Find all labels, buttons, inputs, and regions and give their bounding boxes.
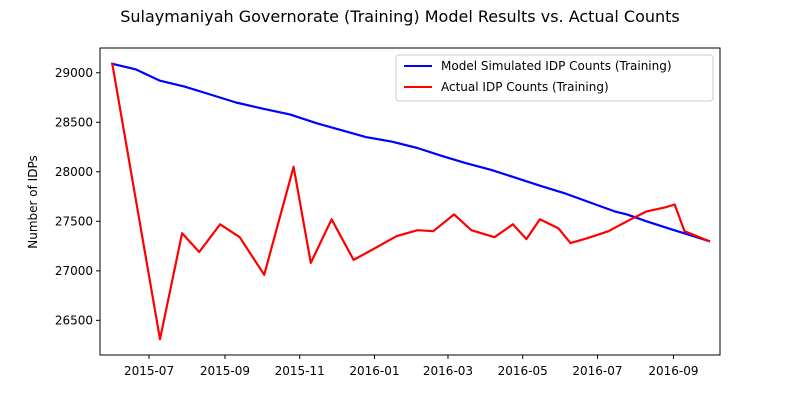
x-tick-label: 2015-09	[200, 364, 250, 378]
x-tick-label: 2015-11	[275, 364, 325, 378]
series-line-model	[110, 62, 711, 243]
x-tick-label: 2016-07	[572, 364, 622, 378]
x-tick-label: 2016-09	[648, 364, 698, 378]
y-tick-label: 26500	[55, 313, 93, 327]
legend-label-model: Model Simulated IDP Counts (Training)	[441, 59, 672, 73]
x-tick-label: 2016-05	[498, 364, 548, 378]
y-axis: 26500 27000 27500 28000 28500 29000	[55, 66, 100, 327]
legend-box	[395, 54, 714, 102]
y-tick-label: 27500	[55, 214, 93, 228]
legend-label-actual: Actual IDP Counts (Training)	[441, 80, 609, 94]
plot-lines	[110, 62, 711, 341]
chart-title: Sulaymaniyah Governorate (Training) Mode…	[120, 7, 680, 26]
y-tick-label: 27000	[55, 264, 93, 278]
x-axis: 2015-07 2015-09 2015-11 2016-01 2016-03 2016-…	[124, 355, 699, 378]
y-tick-label: 29000	[55, 66, 93, 80]
y-tick-label: 28500	[55, 115, 93, 129]
y-tick-label: 28000	[55, 165, 93, 179]
x-tick-label: 2016-01	[349, 364, 399, 378]
legend: Model Simulated IDP Counts (Training) Ac…	[395, 54, 714, 102]
series-line-actual	[111, 62, 711, 341]
plot-frame	[99, 47, 721, 356]
x-tick-label: 2016-03	[423, 364, 473, 378]
y-axis-label: Number of IDPs	[26, 155, 40, 248]
x-tick-label: 2015-07	[124, 364, 174, 378]
